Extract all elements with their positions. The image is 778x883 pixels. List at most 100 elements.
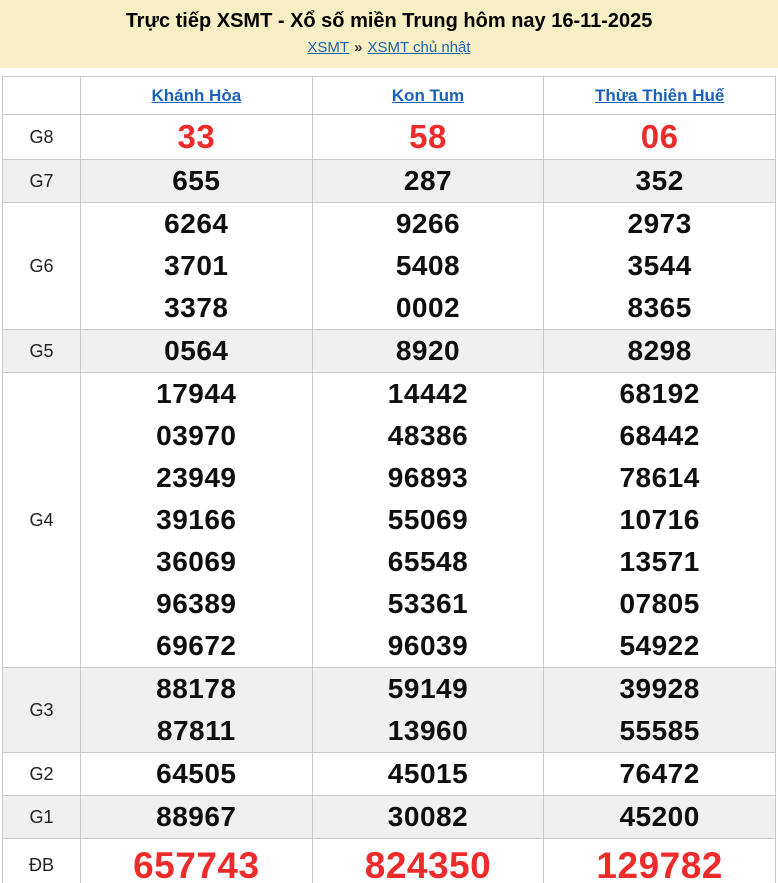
province-link-thua-thien-hue[interactable]: Thừa Thiên Huế	[594, 85, 725, 105]
result-number: 3544	[627, 250, 692, 281]
table-row-g7: G7 655 287 352	[2, 159, 776, 203]
table-row-g5: G5 0564 8920 8298	[2, 329, 776, 373]
result-number: 5408	[395, 250, 461, 281]
table-row-g4: G4 17944 03970 23949 39166 36069 96389 69672 144…	[2, 372, 776, 668]
result-number: 33	[177, 118, 216, 155]
result-cell: 655	[80, 159, 313, 203]
result-number: 8365	[627, 292, 692, 323]
result-number: 2973	[627, 208, 692, 239]
row-label: G7	[2, 159, 81, 203]
row-label: ĐB	[2, 838, 81, 883]
row-label: G5	[2, 329, 81, 373]
result-number: 8920	[395, 335, 461, 366]
result-cell: 33	[80, 114, 313, 160]
breadcrumb-link-xsmt[interactable]: XSMT	[307, 39, 350, 56]
row-label: G2	[2, 752, 81, 796]
result-number: 53361	[387, 588, 469, 619]
result-cell: 352	[543, 159, 776, 203]
page-title: Trực tiếp XSMT - Xổ số miền Trung hôm na…	[125, 10, 653, 32]
result-cell: 39928 55585	[543, 667, 776, 753]
result-cell: 45200	[543, 795, 776, 839]
page-header: Trực tiếp XSMT - Xổ số miền Trung hôm na…	[0, 0, 778, 68]
result-number: 06	[640, 118, 679, 155]
prize-column-header	[2, 76, 81, 115]
result-number: 96893	[387, 462, 469, 493]
result-cell: 14442 48386 96893 55069 65548 53361 96039	[311, 372, 545, 668]
result-cell: 88178 87811	[80, 667, 313, 753]
province-header-thua-thien-hue: Thừa Thiên Huế	[543, 76, 776, 115]
result-number: 14442	[387, 378, 469, 409]
result-cell: 9266 5408 0002	[311, 202, 545, 330]
result-number: 0564	[164, 335, 229, 366]
breadcrumb-separator: »	[354, 39, 363, 56]
row-label: G3	[2, 667, 81, 753]
result-number: 6264	[164, 208, 229, 239]
result-cell: 17944 03970 23949 39166 36069 96389 69672	[80, 372, 313, 668]
province-link-khanh-hoa[interactable]: Khánh Hòa	[151, 85, 242, 105]
result-number: 39928	[619, 673, 700, 704]
result-number: 287	[403, 165, 453, 196]
result-number: 68192	[619, 378, 700, 409]
result-number: 88967	[156, 801, 237, 832]
result-cell: 59149 13960	[311, 667, 545, 753]
result-cell: 129782	[543, 838, 776, 883]
table-row-g1: G1 88967 30082 45200	[2, 795, 776, 839]
result-number: 129782	[596, 845, 723, 883]
result-cell: 06	[543, 114, 776, 160]
result-number: 64505	[156, 758, 237, 789]
result-number: 39166	[156, 504, 237, 535]
breadcrumb: XSMT» XSMT chủ nhật	[0, 38, 778, 57]
result-cell: 76472	[543, 752, 776, 796]
result-number: 59149	[387, 673, 469, 704]
result-cell: 6264 3701 3378	[80, 202, 313, 330]
result-number: 87811	[156, 715, 236, 746]
result-cell: 64505	[80, 752, 313, 796]
result-cell: 58	[311, 114, 545, 160]
result-number: 9266	[395, 208, 461, 239]
result-number: 58	[409, 118, 447, 155]
province-header-kon-tum: Kon Tum	[311, 76, 545, 115]
result-number: 30082	[387, 801, 469, 832]
result-cell: 287	[311, 159, 545, 203]
result-cell: 30082	[311, 795, 545, 839]
result-number: 76472	[619, 758, 700, 789]
result-number: 96389	[156, 588, 237, 619]
result-cell: 8920	[311, 329, 545, 373]
results-tbody: G8 33 58 06 G7 655 287 352 G6 6264 3701 3378 9266 540…	[2, 114, 776, 883]
result-number: 13960	[387, 715, 469, 746]
row-label: G8	[2, 114, 81, 160]
result-number: 3378	[164, 292, 229, 323]
result-number: 07805	[619, 588, 700, 619]
breadcrumb-link-xsmt-chu-nhat[interactable]: XSMT chủ nhật	[367, 39, 471, 56]
result-number: 88178	[156, 673, 237, 704]
province-header-khanh-hoa: Khánh Hòa	[80, 76, 313, 115]
result-number: 23949	[156, 462, 237, 493]
result-number: 3701	[164, 250, 229, 281]
result-cell: 0564	[80, 329, 313, 373]
result-number: 10716	[619, 504, 700, 535]
result-cell: 657743	[80, 838, 313, 883]
result-number: 78614	[619, 462, 700, 493]
results-table: Khánh Hòa Kon Tum Thừa Thiên Huế G8 33 58 0…	[2, 76, 776, 883]
result-cell: 8298	[543, 329, 776, 373]
result-number: 65548	[387, 546, 469, 577]
result-number: 03970	[156, 420, 237, 451]
result-number: 48386	[387, 420, 469, 451]
result-number: 824350	[364, 845, 492, 883]
result-cell: 68192 68442 78614 10716 13571 07805 54922	[543, 372, 776, 668]
table-row-g8: G8 33 58 06	[2, 114, 776, 160]
result-cell: 2973 3544 8365	[543, 202, 776, 330]
result-cell: 824350	[311, 838, 545, 883]
result-number: 55069	[387, 504, 469, 535]
province-link-kon-tum[interactable]: Kon Tum	[391, 85, 465, 105]
result-number: 352	[635, 165, 684, 196]
row-label: G6	[2, 202, 81, 330]
result-number: 13571	[619, 546, 700, 577]
table-header-row: Khánh Hòa Kon Tum Thừa Thiên Huế	[2, 76, 776, 115]
row-label: G1	[2, 795, 81, 839]
table-row-g3: G3 88178 87811 59149 13960 39928 55585	[2, 667, 776, 753]
result-number: 96039	[387, 630, 469, 661]
result-number: 55585	[619, 715, 700, 746]
result-number: 69672	[156, 630, 237, 661]
